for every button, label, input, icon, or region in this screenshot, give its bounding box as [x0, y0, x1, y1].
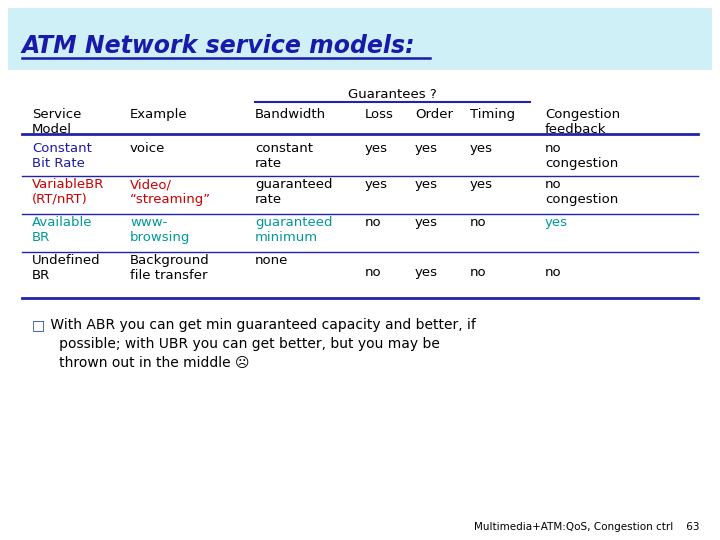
Text: Congestion
feedback: Congestion feedback	[545, 108, 620, 136]
Text: yes: yes	[415, 266, 438, 279]
Text: Service
Model: Service Model	[32, 108, 81, 136]
Text: no: no	[470, 216, 487, 229]
Text: none: none	[255, 254, 289, 267]
Text: guaranteed
minimum: guaranteed minimum	[255, 216, 333, 244]
Text: Example: Example	[130, 108, 188, 121]
Text: Undefined
BR: Undefined BR	[32, 254, 101, 282]
Bar	[8, 8, 712, 70]
Text: no: no	[365, 266, 382, 279]
Text: Constant
Bit Rate: Constant Bit Rate	[32, 142, 92, 170]
Text: yes: yes	[365, 178, 388, 191]
Text: Multimedia+ATM:QoS, Congestion ctrl    63: Multimedia+ATM:QoS, Congestion ctrl 63	[474, 522, 700, 532]
Text: yes: yes	[470, 142, 493, 155]
Text: voice: voice	[130, 142, 166, 155]
Text: yes: yes	[365, 142, 388, 155]
Text: yes: yes	[415, 142, 438, 155]
Text: □: □	[32, 318, 45, 332]
Text: no: no	[545, 266, 562, 279]
Text: guaranteed
rate: guaranteed rate	[255, 178, 333, 206]
Text: Guarantees ?: Guarantees ?	[348, 87, 437, 100]
Text: no
congestion: no congestion	[545, 142, 618, 170]
Text: thrown out in the middle ☹: thrown out in the middle ☹	[46, 356, 250, 370]
Text: Background
file transfer: Background file transfer	[130, 254, 210, 282]
Text: Bandwidth: Bandwidth	[255, 108, 326, 121]
Text: VariableBR
(RT/nRT): VariableBR (RT/nRT)	[32, 178, 104, 206]
Text: With ABR you can get min guaranteed capacity and better, if: With ABR you can get min guaranteed capa…	[46, 318, 476, 332]
Text: www-
browsing: www- browsing	[130, 216, 190, 244]
Text: Video/
“streaming”: Video/ “streaming”	[130, 178, 211, 206]
Text: constant
rate: constant rate	[255, 142, 313, 170]
Text: Timing: Timing	[470, 108, 515, 121]
Text: no: no	[365, 216, 382, 229]
Text: yes: yes	[545, 216, 568, 229]
Text: yes: yes	[415, 216, 438, 229]
Text: yes: yes	[415, 178, 438, 191]
Text: Loss: Loss	[365, 108, 394, 121]
Text: no
congestion: no congestion	[545, 178, 618, 206]
Text: Available
BR: Available BR	[32, 216, 92, 244]
Text: ATM Network service models:: ATM Network service models:	[22, 34, 415, 58]
Text: yes: yes	[470, 178, 493, 191]
Text: Order: Order	[415, 108, 453, 121]
Text: no: no	[470, 266, 487, 279]
Text: possible; with UBR you can get better, but you may be: possible; with UBR you can get better, b…	[46, 337, 440, 351]
